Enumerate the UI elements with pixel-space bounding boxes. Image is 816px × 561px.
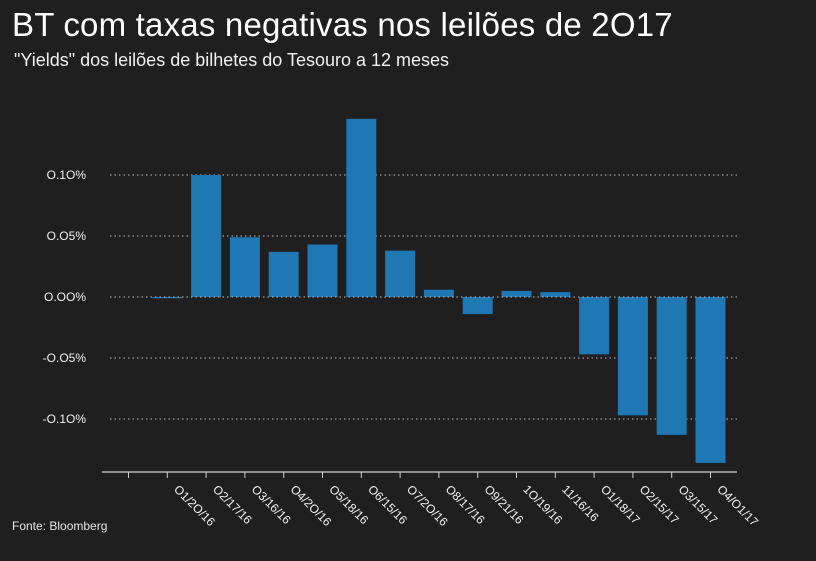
bar [617, 297, 648, 416]
x-axis-tick-labels: O1/2O/16O2/17/16O3/16/16O4/2O/16O5/18/16… [171, 482, 761, 529]
bars [152, 118, 726, 463]
x-tick-label: O3/15/17 [676, 482, 721, 527]
bar [268, 251, 299, 297]
bar [423, 289, 454, 297]
x-tick-label: O1/18/17 [598, 482, 643, 527]
x-tick-label: 11/16/16 [559, 482, 602, 525]
bar [462, 297, 493, 315]
chart-title: BT com taxas negativas nos leilões de 2O… [12, 6, 673, 43]
bar [656, 297, 687, 435]
x-tick-label: O4/O1/17 [714, 482, 761, 529]
bar [540, 292, 571, 297]
y-tick-label: O.OO% [44, 290, 86, 304]
y-tick-label: O.O5% [47, 229, 87, 243]
x-tick-label: O8/17/16 [443, 482, 488, 527]
x-tick-label: O3/16/16 [249, 482, 294, 527]
bar [501, 290, 532, 297]
source-note: Fonte: Bloomberg [12, 519, 108, 533]
x-tick-label: O2/15/17 [637, 482, 682, 527]
bar [695, 297, 726, 463]
x-tick-label: O7/2O/16 [404, 482, 451, 529]
x-axis-ticks [128, 472, 711, 478]
bar [346, 118, 377, 297]
x-tick-label: O5/18/16 [326, 482, 371, 527]
bar [579, 297, 610, 355]
x-tick-label: O6/15/16 [365, 482, 410, 527]
chart-subtitle: "Yields" dos leilões de bilhetes do Teso… [14, 50, 450, 70]
y-tick-label: -O.O5% [43, 351, 87, 365]
x-tick-label: 1O/19/16 [520, 482, 565, 527]
y-tick-label: O.1O% [47, 168, 87, 182]
y-axis-tick-labels: O.1O% O.O5% O.OO% -O.O5% -O.1O% [43, 168, 87, 426]
bar [385, 250, 416, 297]
bar [229, 237, 260, 297]
y-tick-label: -O.1O% [43, 412, 87, 426]
x-tick-label: O9/21/16 [482, 482, 527, 527]
x-tick-label: O1/2O/16 [171, 482, 218, 529]
bar [191, 175, 222, 297]
bar [152, 297, 183, 299]
x-tick-label: O4/2O/16 [288, 482, 335, 529]
x-tick-label: O2/17/16 [210, 482, 255, 527]
bar [307, 244, 338, 297]
